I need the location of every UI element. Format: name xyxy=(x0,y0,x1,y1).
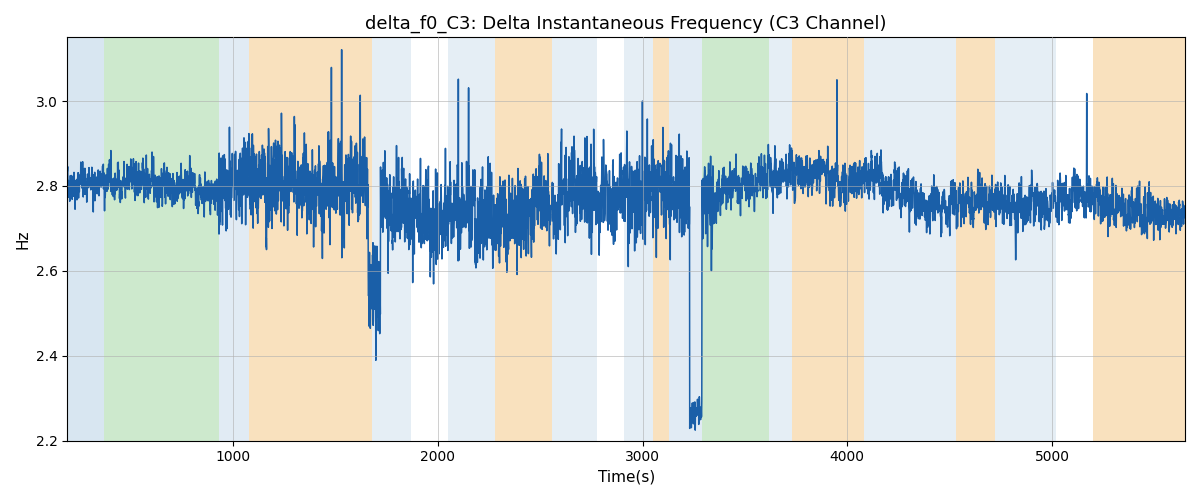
Bar xyxy=(670,38,702,440)
Bar xyxy=(792,38,864,440)
Bar xyxy=(955,38,995,440)
X-axis label: Time(s): Time(s) xyxy=(598,470,655,485)
Bar xyxy=(769,38,792,440)
Bar xyxy=(702,38,769,440)
Bar xyxy=(995,38,1056,440)
Y-axis label: Hz: Hz xyxy=(16,230,30,249)
Bar xyxy=(653,38,670,440)
Bar xyxy=(1093,38,1186,440)
Bar xyxy=(372,38,412,440)
Bar xyxy=(250,38,372,440)
Bar xyxy=(864,38,955,440)
Bar xyxy=(624,38,653,440)
Bar xyxy=(448,38,496,440)
Bar xyxy=(496,38,552,440)
Bar xyxy=(104,38,218,440)
Title: delta_f0_C3: Delta Instantaneous Frequency (C3 Channel): delta_f0_C3: Delta Instantaneous Frequen… xyxy=(365,15,887,34)
Bar xyxy=(552,38,598,440)
Bar xyxy=(218,38,250,440)
Bar xyxy=(67,38,104,440)
